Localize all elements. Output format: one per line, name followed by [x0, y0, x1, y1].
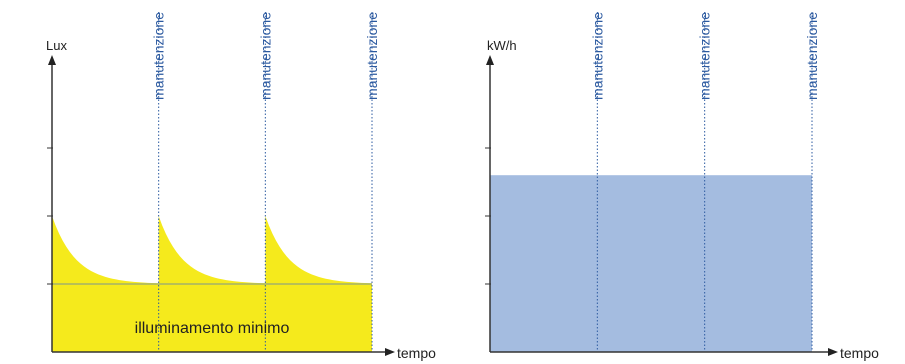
- chart-kwh: kW/h tempo manutenzione manutenzione manut…: [485, 12, 879, 361]
- lux-event-label: manutenzione: [257, 12, 273, 100]
- kwh-event-labels: manutenzione manutenzione manutenzione: [589, 12, 820, 100]
- lux-x-axis-label: tempo: [397, 345, 436, 361]
- kwh-y-arrow: [486, 55, 494, 65]
- lux-axes: [48, 55, 395, 356]
- lux-event-label: manutenzione: [151, 12, 167, 100]
- lux-ticks: [47, 147, 53, 285]
- kwh-event-label: manutenzione: [589, 12, 605, 100]
- kwh-constant-area: [490, 175, 812, 352]
- lux-event-label: manutenzione: [364, 12, 380, 100]
- kwh-x-arrow: [828, 348, 838, 356]
- chart-lux: Lux tempo illuminamento minimo manutenzi…: [46, 12, 436, 361]
- kwh-event-label: manutenzione: [697, 12, 713, 100]
- kwh-area-fill: [490, 175, 812, 352]
- kwh-event-lines: [596, 12, 813, 352]
- lux-minimum-annotation: illuminamento minimo: [135, 320, 290, 337]
- lux-y-axis-label: Lux: [46, 38, 67, 53]
- kwh-ticks: [485, 147, 491, 285]
- lux-event-lines: [158, 12, 373, 352]
- kwh-y-axis-label: kW/h: [487, 38, 517, 53]
- lux-y-arrow: [48, 55, 56, 65]
- kwh-event-label: manutenzione: [804, 12, 820, 100]
- kwh-axes: [486, 55, 838, 356]
- kwh-x-axis-label: tempo: [840, 345, 879, 361]
- lux-event-labels: manutenzione manutenzione manutenzione: [151, 12, 380, 100]
- lux-x-arrow: [385, 348, 395, 356]
